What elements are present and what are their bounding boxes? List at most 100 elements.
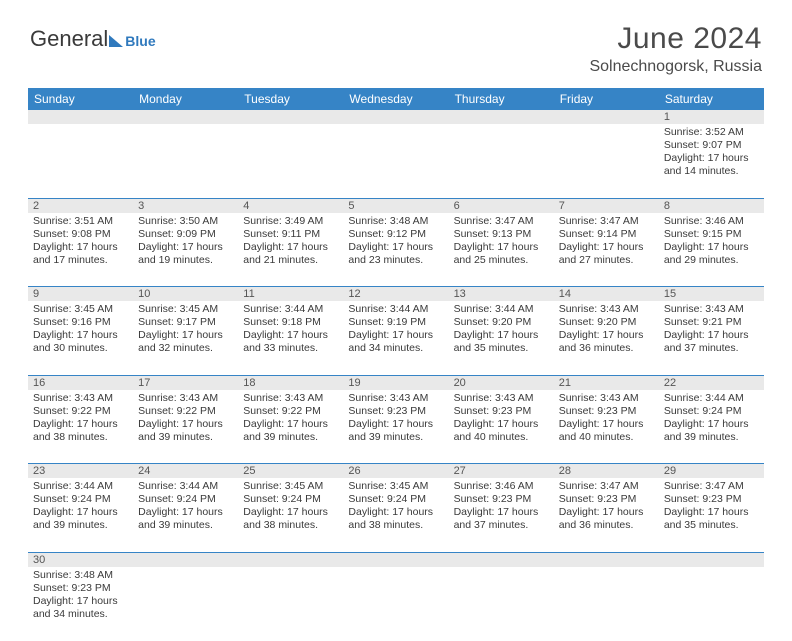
day-number-cell: 17 — [133, 375, 238, 390]
day-details: Sunrise: 3:47 AMSunset: 9:13 PMDaylight:… — [449, 213, 554, 272]
sunset-text: Sunset: 9:12 PM — [348, 228, 443, 241]
sunrise-text: Sunrise: 3:44 AM — [33, 480, 128, 493]
day-content-row: Sunrise: 3:43 AMSunset: 9:22 PMDaylight:… — [28, 390, 764, 464]
sunset-text: Sunset: 9:24 PM — [138, 493, 233, 506]
sunrise-text: Sunrise: 3:43 AM — [559, 392, 654, 405]
day-cell: Sunrise: 3:48 AMSunset: 9:12 PMDaylight:… — [343, 213, 448, 287]
sunrise-text: Sunrise: 3:44 AM — [348, 303, 443, 316]
daylight-text: Daylight: 17 hours and 29 minutes. — [664, 241, 759, 267]
day-details: Sunrise: 3:43 AMSunset: 9:23 PMDaylight:… — [449, 390, 554, 449]
daylight-text: Daylight: 17 hours and 19 minutes. — [138, 241, 233, 267]
sunrise-text: Sunrise: 3:45 AM — [138, 303, 233, 316]
day-cell: Sunrise: 3:43 AMSunset: 9:22 PMDaylight:… — [133, 390, 238, 464]
daylight-text: Daylight: 17 hours and 39 minutes. — [243, 418, 338, 444]
daylight-text: Daylight: 17 hours and 25 minutes. — [454, 241, 549, 267]
day-number-cell: 4 — [238, 198, 343, 213]
day-cell — [449, 567, 554, 641]
day-cell: Sunrise: 3:50 AMSunset: 9:09 PMDaylight:… — [133, 213, 238, 287]
sunrise-text: Sunrise: 3:43 AM — [33, 392, 128, 405]
day-number-cell: 16 — [28, 375, 133, 390]
day-cell: Sunrise: 3:43 AMSunset: 9:22 PMDaylight:… — [238, 390, 343, 464]
sunrise-text: Sunrise: 3:51 AM — [33, 215, 128, 228]
sunset-text: Sunset: 9:22 PM — [33, 405, 128, 418]
day-cell: Sunrise: 3:44 AMSunset: 9:24 PMDaylight:… — [133, 478, 238, 552]
day-number-cell: 21 — [554, 375, 659, 390]
day-details: Sunrise: 3:46 AMSunset: 9:23 PMDaylight:… — [449, 478, 554, 537]
day-number-cell: 8 — [659, 198, 764, 213]
day-number-cell: 3 — [133, 198, 238, 213]
day-details: Sunrise: 3:43 AMSunset: 9:21 PMDaylight:… — [659, 301, 764, 360]
day-number-cell: 11 — [238, 287, 343, 302]
day-number-cell — [554, 110, 659, 124]
day-details: Sunrise: 3:44 AMSunset: 9:24 PMDaylight:… — [659, 390, 764, 449]
sunset-text: Sunset: 9:23 PM — [33, 582, 128, 595]
day-cell — [449, 124, 554, 198]
day-cell: Sunrise: 3:44 AMSunset: 9:18 PMDaylight:… — [238, 301, 343, 375]
day-details: Sunrise: 3:45 AMSunset: 9:24 PMDaylight:… — [238, 478, 343, 537]
sunset-text: Sunset: 9:20 PM — [559, 316, 654, 329]
day-number-cell: 20 — [449, 375, 554, 390]
weekday-header: Friday — [554, 88, 659, 110]
day-details: Sunrise: 3:43 AMSunset: 9:22 PMDaylight:… — [28, 390, 133, 449]
weekday-header-row: Sunday Monday Tuesday Wednesday Thursday… — [28, 88, 764, 110]
sunset-text: Sunset: 9:18 PM — [243, 316, 338, 329]
daylight-text: Daylight: 17 hours and 35 minutes. — [454, 329, 549, 355]
day-cell: Sunrise: 3:45 AMSunset: 9:24 PMDaylight:… — [238, 478, 343, 552]
day-content-row: Sunrise: 3:48 AMSunset: 9:23 PMDaylight:… — [28, 567, 764, 641]
day-cell — [28, 124, 133, 198]
sunrise-text: Sunrise: 3:45 AM — [33, 303, 128, 316]
day-number-cell: 19 — [343, 375, 448, 390]
sunset-text: Sunset: 9:17 PM — [138, 316, 233, 329]
day-cell: Sunrise: 3:44 AMSunset: 9:20 PMDaylight:… — [449, 301, 554, 375]
day-number-cell: 27 — [449, 464, 554, 479]
sunset-text: Sunset: 9:24 PM — [664, 405, 759, 418]
day-cell: Sunrise: 3:47 AMSunset: 9:13 PMDaylight:… — [449, 213, 554, 287]
calendar-body: 1Sunrise: 3:52 AMSunset: 9:07 PMDaylight… — [28, 110, 764, 641]
day-cell: Sunrise: 3:45 AMSunset: 9:17 PMDaylight:… — [133, 301, 238, 375]
daylight-text: Daylight: 17 hours and 14 minutes. — [664, 152, 759, 178]
weekday-header: Wednesday — [343, 88, 448, 110]
sunset-text: Sunset: 9:23 PM — [559, 493, 654, 506]
day-cell: Sunrise: 3:48 AMSunset: 9:23 PMDaylight:… — [28, 567, 133, 641]
day-number-cell — [28, 110, 133, 124]
day-details: Sunrise: 3:45 AMSunset: 9:17 PMDaylight:… — [133, 301, 238, 360]
day-details: Sunrise: 3:43 AMSunset: 9:23 PMDaylight:… — [554, 390, 659, 449]
day-number-cell: 6 — [449, 198, 554, 213]
day-number-cell: 22 — [659, 375, 764, 390]
daylight-text: Daylight: 17 hours and 21 minutes. — [243, 241, 338, 267]
sunset-text: Sunset: 9:08 PM — [33, 228, 128, 241]
day-cell: Sunrise: 3:45 AMSunset: 9:24 PMDaylight:… — [343, 478, 448, 552]
day-number-cell — [659, 552, 764, 567]
weekday-header: Thursday — [449, 88, 554, 110]
daylight-text: Daylight: 17 hours and 39 minutes. — [138, 506, 233, 532]
sunset-text: Sunset: 9:23 PM — [348, 405, 443, 418]
sunset-text: Sunset: 9:21 PM — [664, 316, 759, 329]
day-number-cell: 2 — [28, 198, 133, 213]
sunrise-text: Sunrise: 3:44 AM — [243, 303, 338, 316]
day-cell: Sunrise: 3:44 AMSunset: 9:19 PMDaylight:… — [343, 301, 448, 375]
sunset-text: Sunset: 9:23 PM — [559, 405, 654, 418]
daylight-text: Daylight: 17 hours and 38 minutes. — [348, 506, 443, 532]
sunrise-text: Sunrise: 3:46 AM — [454, 480, 549, 493]
daylight-text: Daylight: 17 hours and 32 minutes. — [138, 329, 233, 355]
sunset-text: Sunset: 9:13 PM — [454, 228, 549, 241]
sunset-text: Sunset: 9:09 PM — [138, 228, 233, 241]
day-details: Sunrise: 3:43 AMSunset: 9:22 PMDaylight:… — [133, 390, 238, 449]
sunset-text: Sunset: 9:11 PM — [243, 228, 338, 241]
weekday-header: Sunday — [28, 88, 133, 110]
sunset-text: Sunset: 9:07 PM — [664, 139, 759, 152]
day-number-row: 9101112131415 — [28, 287, 764, 302]
logo-triangle-icon — [109, 35, 123, 47]
sunset-text: Sunset: 9:22 PM — [243, 405, 338, 418]
sunrise-text: Sunrise: 3:44 AM — [664, 392, 759, 405]
day-details: Sunrise: 3:47 AMSunset: 9:23 PMDaylight:… — [554, 478, 659, 537]
day-cell — [133, 567, 238, 641]
day-cell — [659, 567, 764, 641]
daylight-text: Daylight: 17 hours and 36 minutes. — [559, 329, 654, 355]
day-cell: Sunrise: 3:44 AMSunset: 9:24 PMDaylight:… — [659, 390, 764, 464]
sunset-text: Sunset: 9:22 PM — [138, 405, 233, 418]
day-cell: Sunrise: 3:43 AMSunset: 9:22 PMDaylight:… — [28, 390, 133, 464]
sunset-text: Sunset: 9:14 PM — [559, 228, 654, 241]
day-number-row: 2345678 — [28, 198, 764, 213]
day-cell: Sunrise: 3:43 AMSunset: 9:23 PMDaylight:… — [449, 390, 554, 464]
